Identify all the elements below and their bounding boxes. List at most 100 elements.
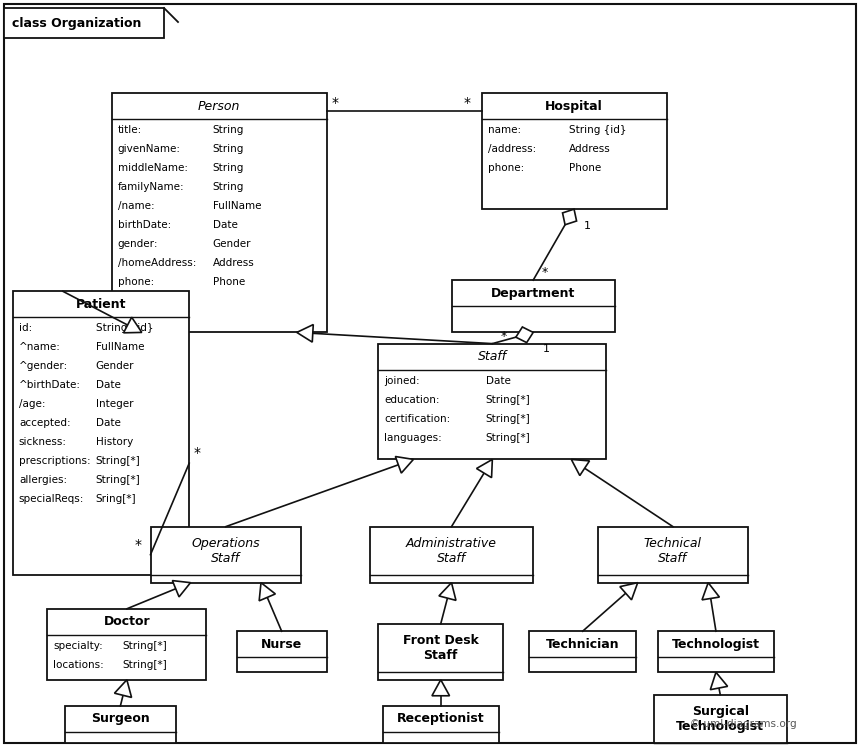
Bar [378,624,503,680]
Text: Phone: Phone [213,277,245,288]
Text: *: * [501,329,507,343]
Text: Date: Date [213,220,237,230]
Text: *: * [134,538,142,551]
Text: String[*]: String[*] [95,475,140,486]
Text: title:: title: [118,125,142,135]
Polygon shape [620,583,638,600]
Text: Patient: Patient [76,298,126,311]
Text: specialty:: specialty: [53,641,103,651]
Text: Date: Date [95,418,120,428]
Text: String: String [213,164,244,173]
Text: locations:: locations: [53,660,104,670]
Bar [452,280,615,332]
Text: *: * [541,266,548,279]
Polygon shape [114,680,132,698]
Text: Address: Address [568,144,611,155]
Text: 1: 1 [584,221,591,231]
Polygon shape [172,580,191,597]
Text: /age:: /age: [19,400,46,409]
Bar [47,609,206,680]
Polygon shape [432,680,450,695]
Text: String[*]: String[*] [122,641,167,651]
Text: String[*]: String[*] [486,394,531,405]
Text: Technician: Technician [546,638,619,651]
Bar [378,344,606,459]
Bar [13,291,189,575]
Bar [383,706,499,743]
Text: Date: Date [486,376,510,385]
Polygon shape [562,209,576,225]
Text: © uml-diagrams.org: © uml-diagrams.org [690,719,796,729]
Text: name:: name: [488,125,520,135]
Text: phone:: phone: [118,277,154,288]
Text: certification:: certification: [384,414,451,424]
Text: sickness:: sickness: [19,437,67,447]
Bar [64,706,176,743]
Text: FullName: FullName [213,202,261,211]
Text: FullName: FullName [95,342,144,353]
Text: String: String [213,182,244,193]
Text: gender:: gender: [118,239,158,249]
Bar [598,527,748,583]
Text: Date: Date [95,380,120,391]
Text: accepted:: accepted: [19,418,71,428]
Text: String[*]: String[*] [95,456,140,466]
Text: joined:: joined: [384,376,420,385]
Text: allergies:: allergies: [19,475,67,486]
Text: /address:: /address: [488,144,536,155]
Text: Phone: Phone [568,164,601,173]
Text: String {id}: String {id} [568,125,626,135]
Text: *: * [464,96,470,111]
Text: familyName:: familyName: [118,182,184,193]
Text: /homeAddress:: /homeAddress: [118,258,196,268]
Text: Integer: Integer [95,400,133,409]
Text: Surgeon: Surgeon [91,713,150,725]
Text: Gender: Gender [213,239,251,249]
Bar [4,8,164,38]
Bar [529,631,636,672]
Text: prescriptions:: prescriptions: [19,456,90,466]
Polygon shape [710,672,728,689]
Text: Doctor: Doctor [103,616,150,628]
Bar [150,527,301,583]
Polygon shape [124,317,142,333]
Text: phone:: phone: [488,164,524,173]
Text: ^birthDate:: ^birthDate: [19,380,81,391]
Bar [658,631,774,672]
Text: *: * [194,446,200,460]
Text: Staff: Staff [478,350,507,363]
Polygon shape [297,324,313,342]
Text: Front Desk
Staff: Front Desk Staff [402,633,479,662]
Text: String[*]: String[*] [486,433,531,443]
Polygon shape [476,459,492,477]
Text: middleName:: middleName: [118,164,187,173]
Text: *: * [332,96,339,111]
Bar [482,93,666,209]
Text: Surgical
Technologist: Surgical Technologist [676,704,765,733]
Text: education:: education: [384,394,440,405]
Text: String[*]: String[*] [122,660,167,670]
Text: languages:: languages: [384,433,442,443]
Text: Nurse: Nurse [261,638,302,651]
Text: specialReqs:: specialReqs: [19,495,84,504]
Text: ^name:: ^name: [19,342,61,353]
Text: 1: 1 [544,344,550,354]
Text: History: History [95,437,133,447]
Text: Operations
Staff: Operations Staff [192,536,260,565]
Text: Receptionist: Receptionist [397,713,484,725]
Bar [370,527,533,583]
Polygon shape [259,583,275,601]
Text: String {id}: String {id} [95,323,153,333]
Text: id:: id: [19,323,32,333]
Text: Gender: Gender [95,362,134,371]
Text: givenName:: givenName: [118,144,181,155]
Text: String: String [213,125,244,135]
Text: Hospital: Hospital [545,100,603,113]
Text: birthDate:: birthDate: [118,220,171,230]
Bar [237,631,327,672]
Text: Address: Address [213,258,255,268]
Polygon shape [396,456,414,473]
Text: Technical
Staff: Technical Staff [644,536,702,565]
Text: Person: Person [198,100,241,113]
Text: Sring[*]: Sring[*] [95,495,137,504]
